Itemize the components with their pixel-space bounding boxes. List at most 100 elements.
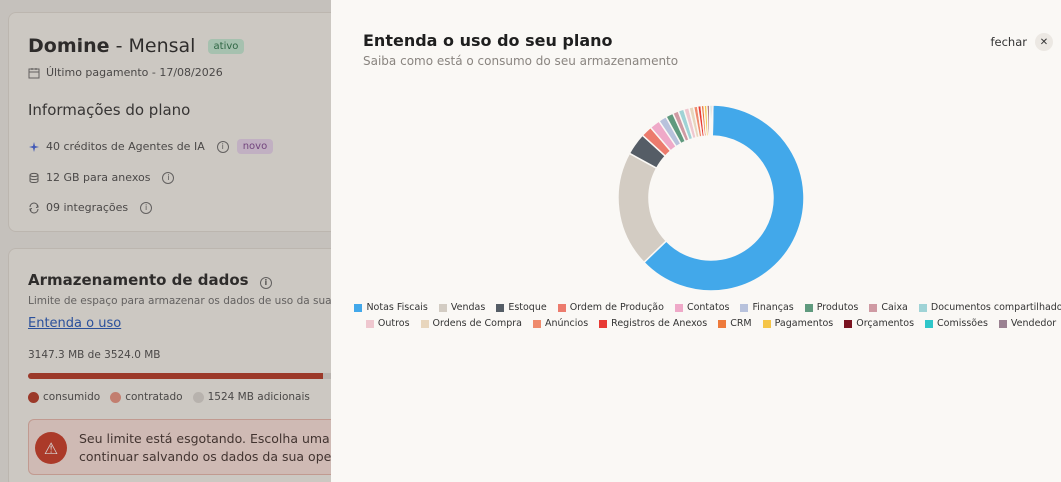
feature-label: 09 integrações	[46, 201, 129, 214]
feature-ai-credits: 40 créditos de Agentes de IA i novo	[28, 139, 274, 154]
storage-usage: 3147.3 MB de 3524.0 MB	[28, 349, 161, 361]
legend-item-16[interactable]: Comissões	[925, 318, 988, 329]
storage-description: Limite de espaço para armazenar os dados…	[28, 295, 341, 307]
calendar-icon	[28, 67, 40, 78]
feature-label: 12 GB para anexos	[46, 171, 151, 184]
feature-label: 40 créditos de Agentes de IA	[46, 140, 205, 153]
legend-label: Anúncios	[544, 318, 589, 329]
legend-swatch	[532, 319, 541, 328]
understand-usage-link[interactable]: Entenda o uso	[28, 316, 122, 331]
legend-item-17[interactable]: Vendedor	[998, 318, 1057, 329]
legend-item-15[interactable]: Orçamentos	[844, 318, 914, 329]
storage-progress-fill	[28, 373, 323, 379]
legend-label: Produtos	[816, 302, 859, 313]
legend-label: Outros	[377, 318, 410, 329]
legend-item-1[interactable]: Vendas	[438, 302, 486, 313]
legend-item-2[interactable]: Estoque	[496, 302, 547, 313]
database-icon	[29, 172, 39, 183]
info-icon[interactable]: i	[216, 140, 229, 153]
legend-swatch	[925, 319, 934, 328]
legend-label: Notas Fiscais	[366, 302, 428, 313]
legend-contracted: contratado	[110, 391, 183, 403]
legend-label: Orçamentos	[856, 318, 915, 329]
close-label[interactable]: fechar	[990, 35, 1027, 49]
legend-label: Finanças	[752, 302, 794, 313]
legend-swatch	[420, 319, 429, 328]
donut-slice-17[interactable]	[710, 104, 714, 137]
legend-item-9[interactable]: Outros	[365, 318, 410, 329]
legend-label: Ordens de Compra	[432, 318, 522, 329]
legend-item-5[interactable]: Finanças	[740, 302, 794, 313]
legend-label: Caixa	[881, 302, 908, 313]
legend-label: Registros de Anexos	[611, 318, 708, 329]
panel-subtitle: Saiba como está o consumo do seu armazen…	[363, 54, 679, 68]
legend-swatch	[718, 319, 727, 328]
legend-label: Comissões	[937, 318, 988, 329]
plan-period: Mensal	[128, 35, 196, 57]
plan-card: Domine - Mensal ativo Último pagamento -…	[8, 12, 368, 232]
legend-consumed: consumido	[28, 391, 100, 403]
legend-label: Estoque	[508, 302, 547, 313]
feature-attachments: 12 GB para anexos i	[28, 171, 175, 184]
storage-card: Armazenamento de dados i Limite de espaç…	[8, 248, 368, 482]
plan-title: Domine - Mensal ativo	[28, 35, 245, 57]
legend-item-10[interactable]: Ordens de Compra	[420, 318, 522, 329]
last-payment-text: Último pagamento - 17/08/2026	[46, 66, 223, 79]
legend-label: Contatos	[686, 302, 730, 313]
alert-line-1: Seu limite está esgotando. Escolha uma o…	[79, 431, 350, 446]
legend-item-12[interactable]: Registros de Anexos	[599, 318, 707, 329]
legend-label: CRM	[730, 318, 752, 329]
legend-item-8[interactable]: Documentos compartilhados	[918, 302, 1061, 313]
legend-item-3[interactable]: Ordem de Produção	[557, 302, 664, 313]
storage-progress-bar	[28, 373, 358, 379]
storage-heading: Armazenamento de dados i	[28, 271, 272, 289]
usage-panel: Entenda o uso do seu plano Saiba como es…	[331, 0, 1061, 482]
legend-additional: 1524 MB adicionais	[192, 391, 310, 403]
close-control[interactable]: fechar ✕	[990, 33, 1053, 51]
legend-label: Vendas	[450, 302, 486, 313]
alert-line-2: continuar salvando os dados da sua opera	[79, 449, 345, 464]
close-icon[interactable]: ✕	[1035, 33, 1053, 51]
legend-swatch	[599, 319, 608, 328]
plan-info-heading: Informações do plano	[28, 101, 191, 119]
plan-separator: -	[115, 35, 123, 57]
legend-item-11[interactable]: Anúncios	[532, 318, 589, 329]
legend-swatch	[438, 303, 447, 312]
sync-icon	[29, 202, 39, 213]
legend-swatch	[804, 303, 813, 312]
donut-slice-0[interactable]	[642, 104, 805, 292]
legend-swatch	[740, 303, 749, 312]
legend-swatch	[762, 319, 771, 328]
legend-item-14[interactable]: Pagamentos	[762, 318, 834, 329]
legend-swatch	[496, 303, 505, 312]
storage-donut-chart	[617, 104, 805, 292]
legend-item-0[interactable]: Notas Fiscais	[354, 302, 428, 313]
new-badge: novo	[236, 139, 274, 154]
modal-backdrop[interactable]	[0, 0, 331, 482]
legend-swatch	[557, 303, 566, 312]
legend-item-4[interactable]: Contatos	[674, 302, 730, 313]
legend-item-6[interactable]: Produtos	[804, 302, 859, 313]
info-icon[interactable]: i	[140, 201, 153, 214]
legend-swatch	[918, 303, 927, 312]
feature-integrations: 09 integrações i	[28, 201, 153, 214]
legend-swatch	[674, 303, 683, 312]
storage-alert: ⚠ Seu limite está esgotando. Escolha uma…	[28, 419, 368, 475]
storage-legend: consumido contratado 1524 MB adicionais	[28, 391, 310, 403]
info-icon[interactable]: i	[162, 171, 175, 184]
legend-swatch	[998, 319, 1007, 328]
legend-item-13[interactable]: CRM	[718, 318, 752, 329]
legend-item-7[interactable]: Caixa	[869, 302, 908, 313]
storage-title: Armazenamento de dados	[28, 271, 249, 289]
last-payment: Último pagamento - 17/08/2026	[28, 66, 223, 79]
legend-swatch	[844, 319, 853, 328]
alert-text: Seu limite está esgotando. Escolha uma o…	[79, 430, 349, 466]
legend-swatch	[354, 303, 363, 312]
info-icon[interactable]: i	[259, 276, 272, 289]
plan-name: Domine	[28, 35, 110, 57]
legend-label: Vendedor	[1010, 318, 1057, 329]
legend-row: Outros Ordens de Compra Anúncios Registros …	[365, 318, 1056, 329]
legend-label: Pagamentos	[774, 318, 834, 329]
status-badge: ativo	[207, 39, 245, 54]
donut-slice-1[interactable]	[617, 152, 668, 264]
